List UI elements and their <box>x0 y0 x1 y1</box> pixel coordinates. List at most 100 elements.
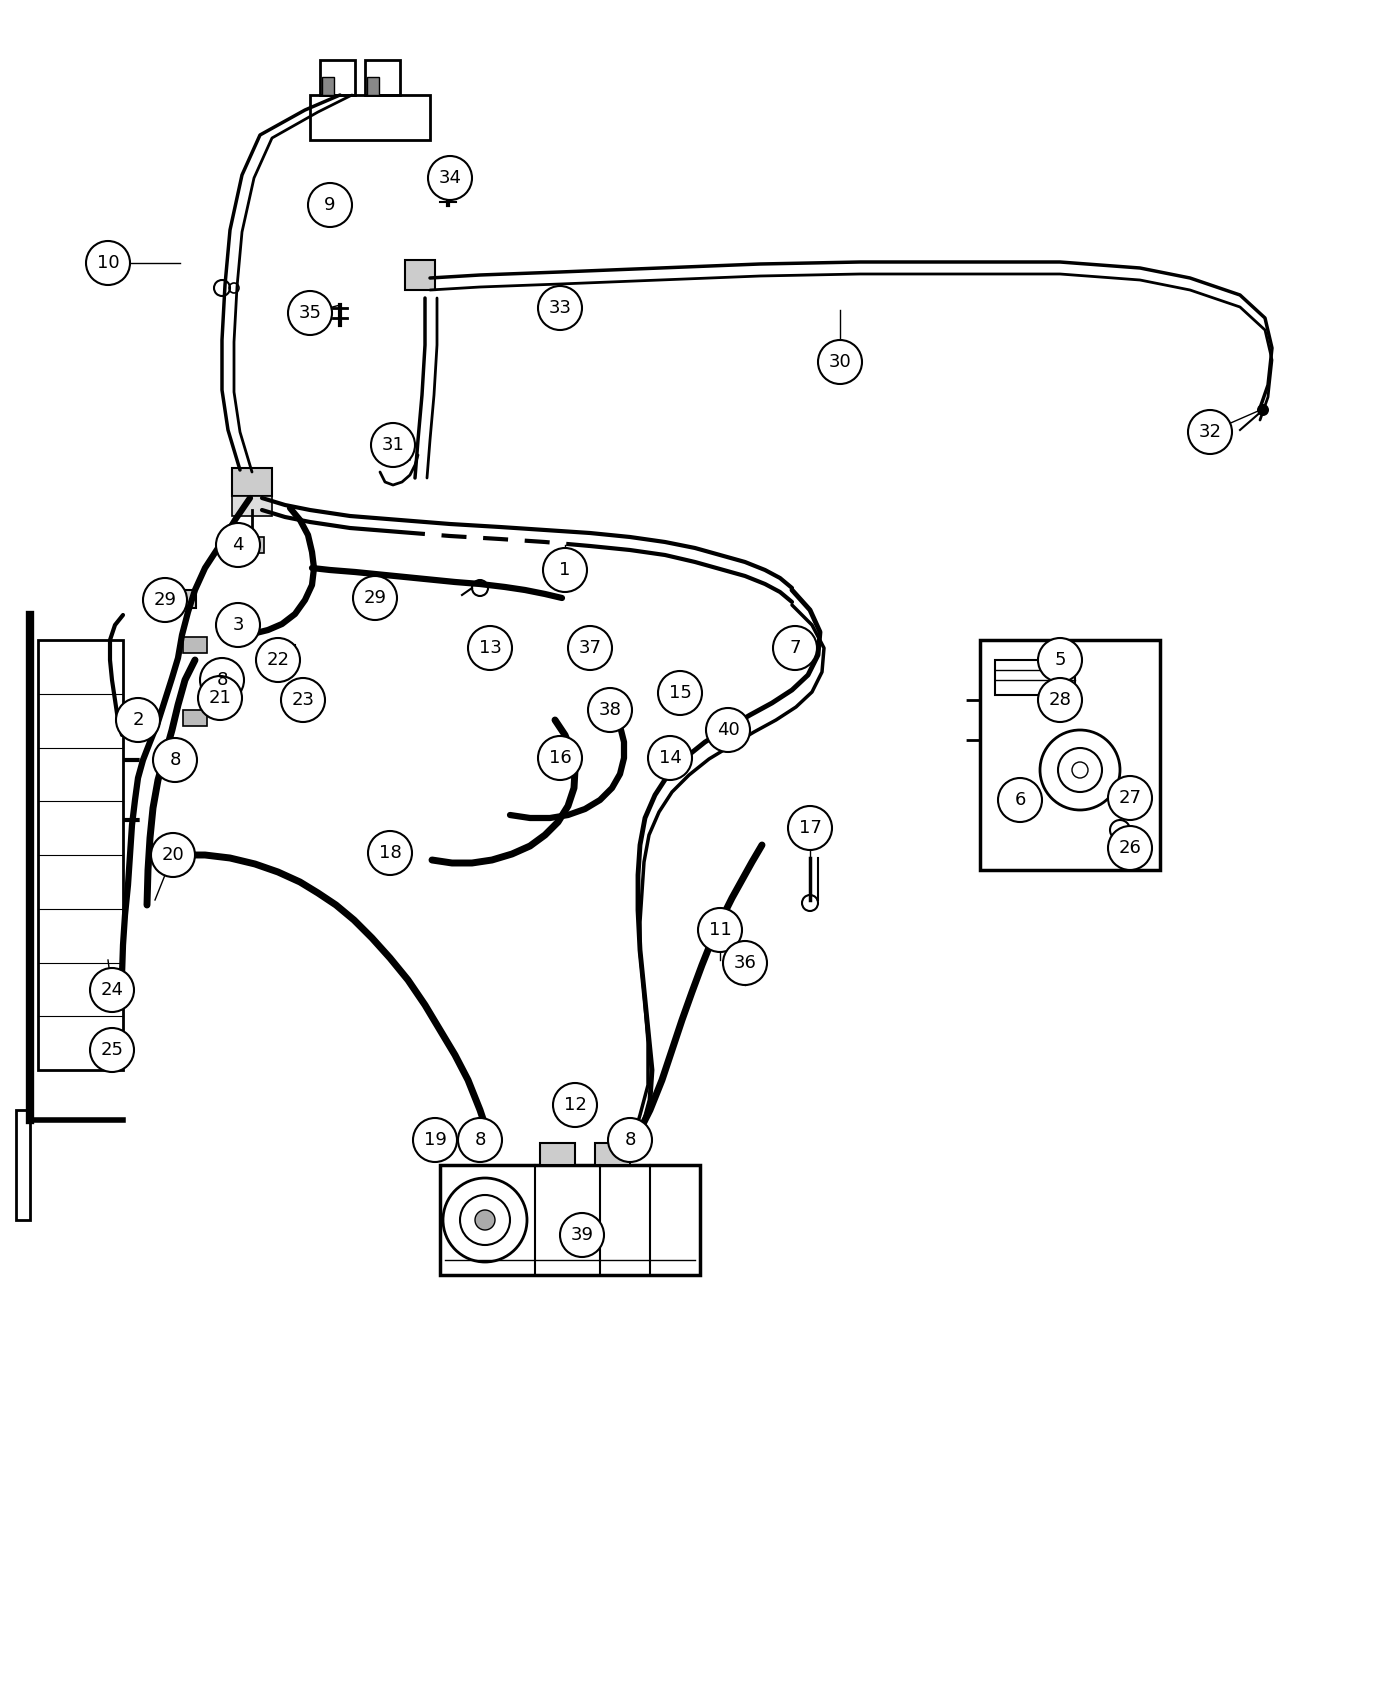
Text: 28: 28 <box>1049 690 1071 709</box>
Bar <box>183 638 207 653</box>
Text: 5: 5 <box>1054 651 1065 670</box>
Text: 37: 37 <box>578 639 602 656</box>
Circle shape <box>216 604 260 648</box>
Text: 22: 22 <box>266 651 290 670</box>
Circle shape <box>588 688 631 733</box>
Circle shape <box>475 1210 496 1231</box>
Bar <box>540 1142 575 1164</box>
Circle shape <box>216 524 260 568</box>
Text: 6: 6 <box>1015 790 1026 809</box>
Bar <box>293 685 316 704</box>
Text: 21: 21 <box>209 688 231 707</box>
Circle shape <box>560 1214 603 1256</box>
Bar <box>160 748 183 763</box>
Text: 14: 14 <box>658 750 682 767</box>
Bar <box>168 590 196 609</box>
Circle shape <box>699 908 742 952</box>
Text: 9: 9 <box>325 196 336 214</box>
Text: 12: 12 <box>564 1096 587 1114</box>
Circle shape <box>371 423 414 468</box>
Circle shape <box>308 184 351 228</box>
Text: 8: 8 <box>475 1130 486 1149</box>
Text: 16: 16 <box>549 750 571 767</box>
Circle shape <box>151 833 195 877</box>
Circle shape <box>648 736 692 780</box>
Circle shape <box>1037 638 1082 682</box>
Text: 38: 38 <box>599 700 622 719</box>
Text: 36: 36 <box>734 954 756 972</box>
Bar <box>183 711 207 726</box>
Bar <box>360 588 391 605</box>
Text: 20: 20 <box>161 847 185 864</box>
Text: 23: 23 <box>291 690 315 709</box>
Text: 8: 8 <box>624 1130 636 1149</box>
Text: 40: 40 <box>717 721 739 740</box>
Bar <box>470 1125 496 1141</box>
Bar <box>232 468 272 496</box>
Circle shape <box>90 967 134 1012</box>
Text: 35: 35 <box>298 304 322 321</box>
Text: 39: 39 <box>571 1226 594 1244</box>
Text: 31: 31 <box>382 435 405 454</box>
Text: 29: 29 <box>154 592 176 609</box>
Circle shape <box>568 626 612 670</box>
Text: 17: 17 <box>798 819 822 836</box>
Circle shape <box>90 1028 134 1073</box>
Circle shape <box>353 576 398 620</box>
Text: 7: 7 <box>790 639 801 656</box>
Circle shape <box>608 1119 652 1163</box>
Text: 26: 26 <box>1119 840 1141 857</box>
Circle shape <box>1037 678 1082 722</box>
Text: 10: 10 <box>97 253 119 272</box>
Circle shape <box>200 658 244 702</box>
Text: 18: 18 <box>378 843 402 862</box>
Text: 25: 25 <box>101 1040 123 1059</box>
Bar <box>270 644 295 663</box>
Circle shape <box>116 699 160 741</box>
Bar <box>232 496 272 517</box>
Circle shape <box>85 241 130 286</box>
Circle shape <box>1257 405 1268 416</box>
Circle shape <box>413 1119 456 1163</box>
Bar <box>210 666 234 682</box>
Bar <box>322 76 335 95</box>
Bar <box>365 60 400 95</box>
Text: 11: 11 <box>708 921 731 938</box>
Bar <box>321 60 356 95</box>
Circle shape <box>368 831 412 876</box>
Text: 1: 1 <box>560 561 571 580</box>
Bar <box>38 639 123 1069</box>
Text: 8: 8 <box>169 751 181 768</box>
Text: 19: 19 <box>424 1130 447 1149</box>
Circle shape <box>256 638 300 682</box>
Text: 29: 29 <box>364 588 386 607</box>
Bar <box>980 639 1161 870</box>
Bar <box>440 1164 700 1275</box>
Circle shape <box>543 547 587 592</box>
Bar <box>615 1125 638 1141</box>
Text: 13: 13 <box>479 639 501 656</box>
Text: 33: 33 <box>549 299 571 316</box>
Text: 27: 27 <box>1119 789 1141 808</box>
Circle shape <box>658 672 701 716</box>
Circle shape <box>706 707 750 751</box>
Circle shape <box>153 738 197 782</box>
Circle shape <box>1107 775 1152 819</box>
Circle shape <box>538 736 582 780</box>
Circle shape <box>788 806 832 850</box>
Bar <box>15 1110 29 1221</box>
Circle shape <box>281 678 325 722</box>
Bar <box>405 260 435 291</box>
Text: 3: 3 <box>232 615 244 634</box>
Circle shape <box>428 156 472 201</box>
Circle shape <box>998 779 1042 823</box>
Circle shape <box>197 677 242 721</box>
Circle shape <box>1189 410 1232 454</box>
Text: 4: 4 <box>232 536 244 554</box>
Text: 8: 8 <box>217 672 228 688</box>
Bar <box>995 660 1075 695</box>
Bar <box>239 537 265 553</box>
Bar <box>309 95 430 139</box>
Bar <box>367 76 379 95</box>
Circle shape <box>773 626 818 670</box>
